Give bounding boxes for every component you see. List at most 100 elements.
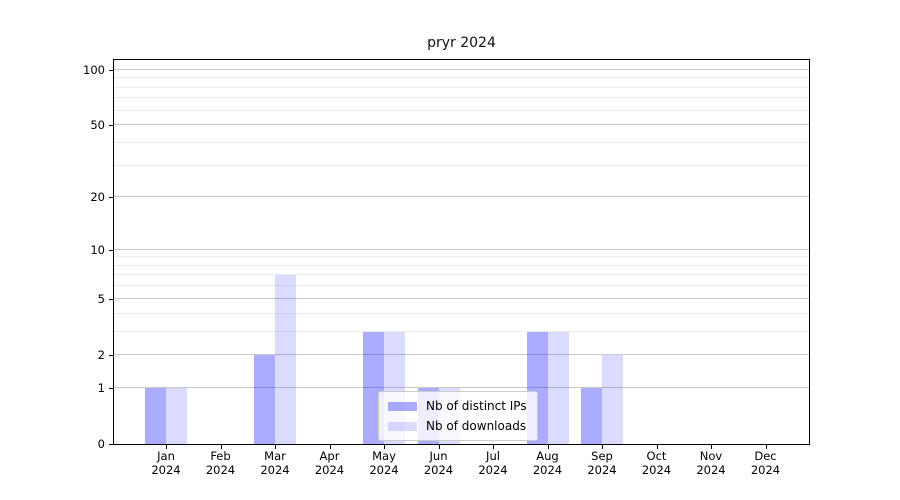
y-tick-mark xyxy=(109,249,113,251)
bar-downloads-aug xyxy=(547,331,569,444)
bar-downloads-jan xyxy=(166,387,187,444)
legend: Nb of distinct IPs Nb of downloads xyxy=(378,391,538,441)
x-tick-mark xyxy=(493,445,494,449)
x-tick-label-month: Jun xyxy=(429,449,448,463)
major-gridline xyxy=(114,248,809,250)
bar-downloads-mar xyxy=(275,275,296,444)
minor-gridline xyxy=(114,285,809,287)
x-tick-mark xyxy=(275,445,276,449)
minor-gridline xyxy=(114,312,809,314)
y-tick-label-1: 1 xyxy=(97,380,105,395)
y-tick-label-100: 100 xyxy=(83,62,105,77)
x-tick-label-nov: Nov 2024 xyxy=(683,449,739,477)
major-gridline xyxy=(114,297,809,299)
x-tick-label-jan: Jan 2024 xyxy=(138,449,194,477)
x-tick-mark xyxy=(765,445,767,449)
x-tick-mark xyxy=(166,445,167,449)
x-tick-label-month: Dec xyxy=(754,449,777,463)
x-tick-label-may: May 2024 xyxy=(356,449,412,477)
major-gridline xyxy=(114,386,809,388)
bar-downloads-sep xyxy=(602,354,623,444)
y-tick-mark xyxy=(109,444,113,445)
x-tick-label-month: Mar xyxy=(264,449,286,463)
y-tick-label-5: 5 xyxy=(97,291,105,306)
y-tick-mark xyxy=(109,125,113,127)
x-tick-label-year: 2024 xyxy=(750,463,781,477)
x-tick-label-oct: Oct 2024 xyxy=(629,449,685,477)
y-tick-label-2: 2 xyxy=(97,347,105,362)
x-tick-label-year: 2024 xyxy=(151,463,181,477)
y-tick-mark xyxy=(109,69,113,71)
x-tick-label-aug: Aug 2024 xyxy=(520,449,576,477)
major-gridline xyxy=(114,68,809,70)
chart-title: pryr 2024 xyxy=(427,35,496,51)
x-tick-mark xyxy=(329,445,331,449)
x-tick-label-year: 2024 xyxy=(314,463,345,477)
y-tick-label-50: 50 xyxy=(90,118,105,133)
y-tick-label-10: 10 xyxy=(90,242,105,257)
x-tick-mark xyxy=(220,445,222,449)
plot-area: Nb of distinct IPs Nb of downloads xyxy=(113,59,810,445)
x-tick-label-month: Sep xyxy=(591,449,613,463)
minor-gridline xyxy=(114,109,809,111)
x-tick-label-jul: Jul 2024 xyxy=(465,449,521,477)
x-tick-label-month: Nov xyxy=(699,449,723,463)
x-tick-label-sep: Sep 2024 xyxy=(574,449,630,477)
minor-gridline xyxy=(114,141,809,143)
minor-gridline xyxy=(114,256,809,258)
x-tick-label-month: Oct xyxy=(646,449,667,463)
x-tick-label-mar: Mar 2024 xyxy=(247,449,303,477)
x-tick-mark xyxy=(711,445,712,449)
x-tick-label-month: May xyxy=(372,449,396,463)
x-tick-label-year: 2024 xyxy=(641,463,672,477)
x-tick-label-month: Aug xyxy=(536,449,559,463)
x-tick-mark xyxy=(602,445,603,449)
x-tick-label-month: Feb xyxy=(210,449,231,463)
y-tick-mark xyxy=(109,354,113,356)
major-gridline xyxy=(114,196,809,198)
x-tick-mark xyxy=(547,445,549,449)
legend-entry-distinct-ips: Nb of distinct IPs xyxy=(388,399,527,413)
x-tick-label-year: 2024 xyxy=(532,463,563,477)
x-tick-label-dec: Dec 2024 xyxy=(738,449,794,477)
x-tick-label-year: 2024 xyxy=(260,463,290,477)
major-gridline xyxy=(114,353,809,355)
bar-distinct-ips-mar xyxy=(254,354,275,444)
minor-gridline xyxy=(114,264,809,266)
legend-label-downloads: Nb of downloads xyxy=(426,419,527,433)
x-tick-mark xyxy=(656,445,658,449)
downloads-swatch-icon xyxy=(388,421,417,431)
legend-label-distinct-ips: Nb of distinct IPs xyxy=(426,399,527,413)
distinct-ips-swatch-icon xyxy=(388,401,417,411)
minor-gridline xyxy=(114,77,809,79)
x-tick-label-year: 2024 xyxy=(478,463,508,477)
x-tick-mark xyxy=(438,445,440,449)
minor-gridline xyxy=(114,274,809,276)
bar-distinct-ips-sep xyxy=(581,387,602,444)
legend-entry-downloads: Nb of downloads xyxy=(388,419,527,433)
minor-gridline xyxy=(114,97,809,99)
x-tick-label-jun: Jun 2024 xyxy=(411,449,467,477)
x-tick-label-month: Jan xyxy=(157,449,175,463)
y-tick-label-0: 0 xyxy=(97,437,105,451)
x-tick-label-month: Jul xyxy=(486,449,500,463)
x-tick-label-year: 2024 xyxy=(696,463,726,477)
major-gridline xyxy=(114,124,809,126)
x-tick-label-year: 2024 xyxy=(369,463,399,477)
x-tick-label-feb: Feb 2024 xyxy=(193,449,249,477)
x-tick-label-month: Apr xyxy=(319,449,340,463)
x-tick-label-apr: Apr 2024 xyxy=(302,449,358,477)
x-tick-label-year: 2024 xyxy=(205,463,236,477)
y-tick-label-20: 20 xyxy=(90,190,105,205)
y-tick-mark xyxy=(109,387,113,389)
x-tick-label-year: 2024 xyxy=(423,463,454,477)
y-tick-mark xyxy=(109,197,113,199)
minor-gridline xyxy=(114,86,809,88)
x-tick-label-year: 2024 xyxy=(587,463,617,477)
bar-distinct-ips-jan xyxy=(145,387,166,444)
minor-gridline xyxy=(114,164,809,166)
y-tick-mark xyxy=(109,298,113,300)
minor-gridline xyxy=(114,330,809,332)
x-tick-mark xyxy=(384,445,385,449)
